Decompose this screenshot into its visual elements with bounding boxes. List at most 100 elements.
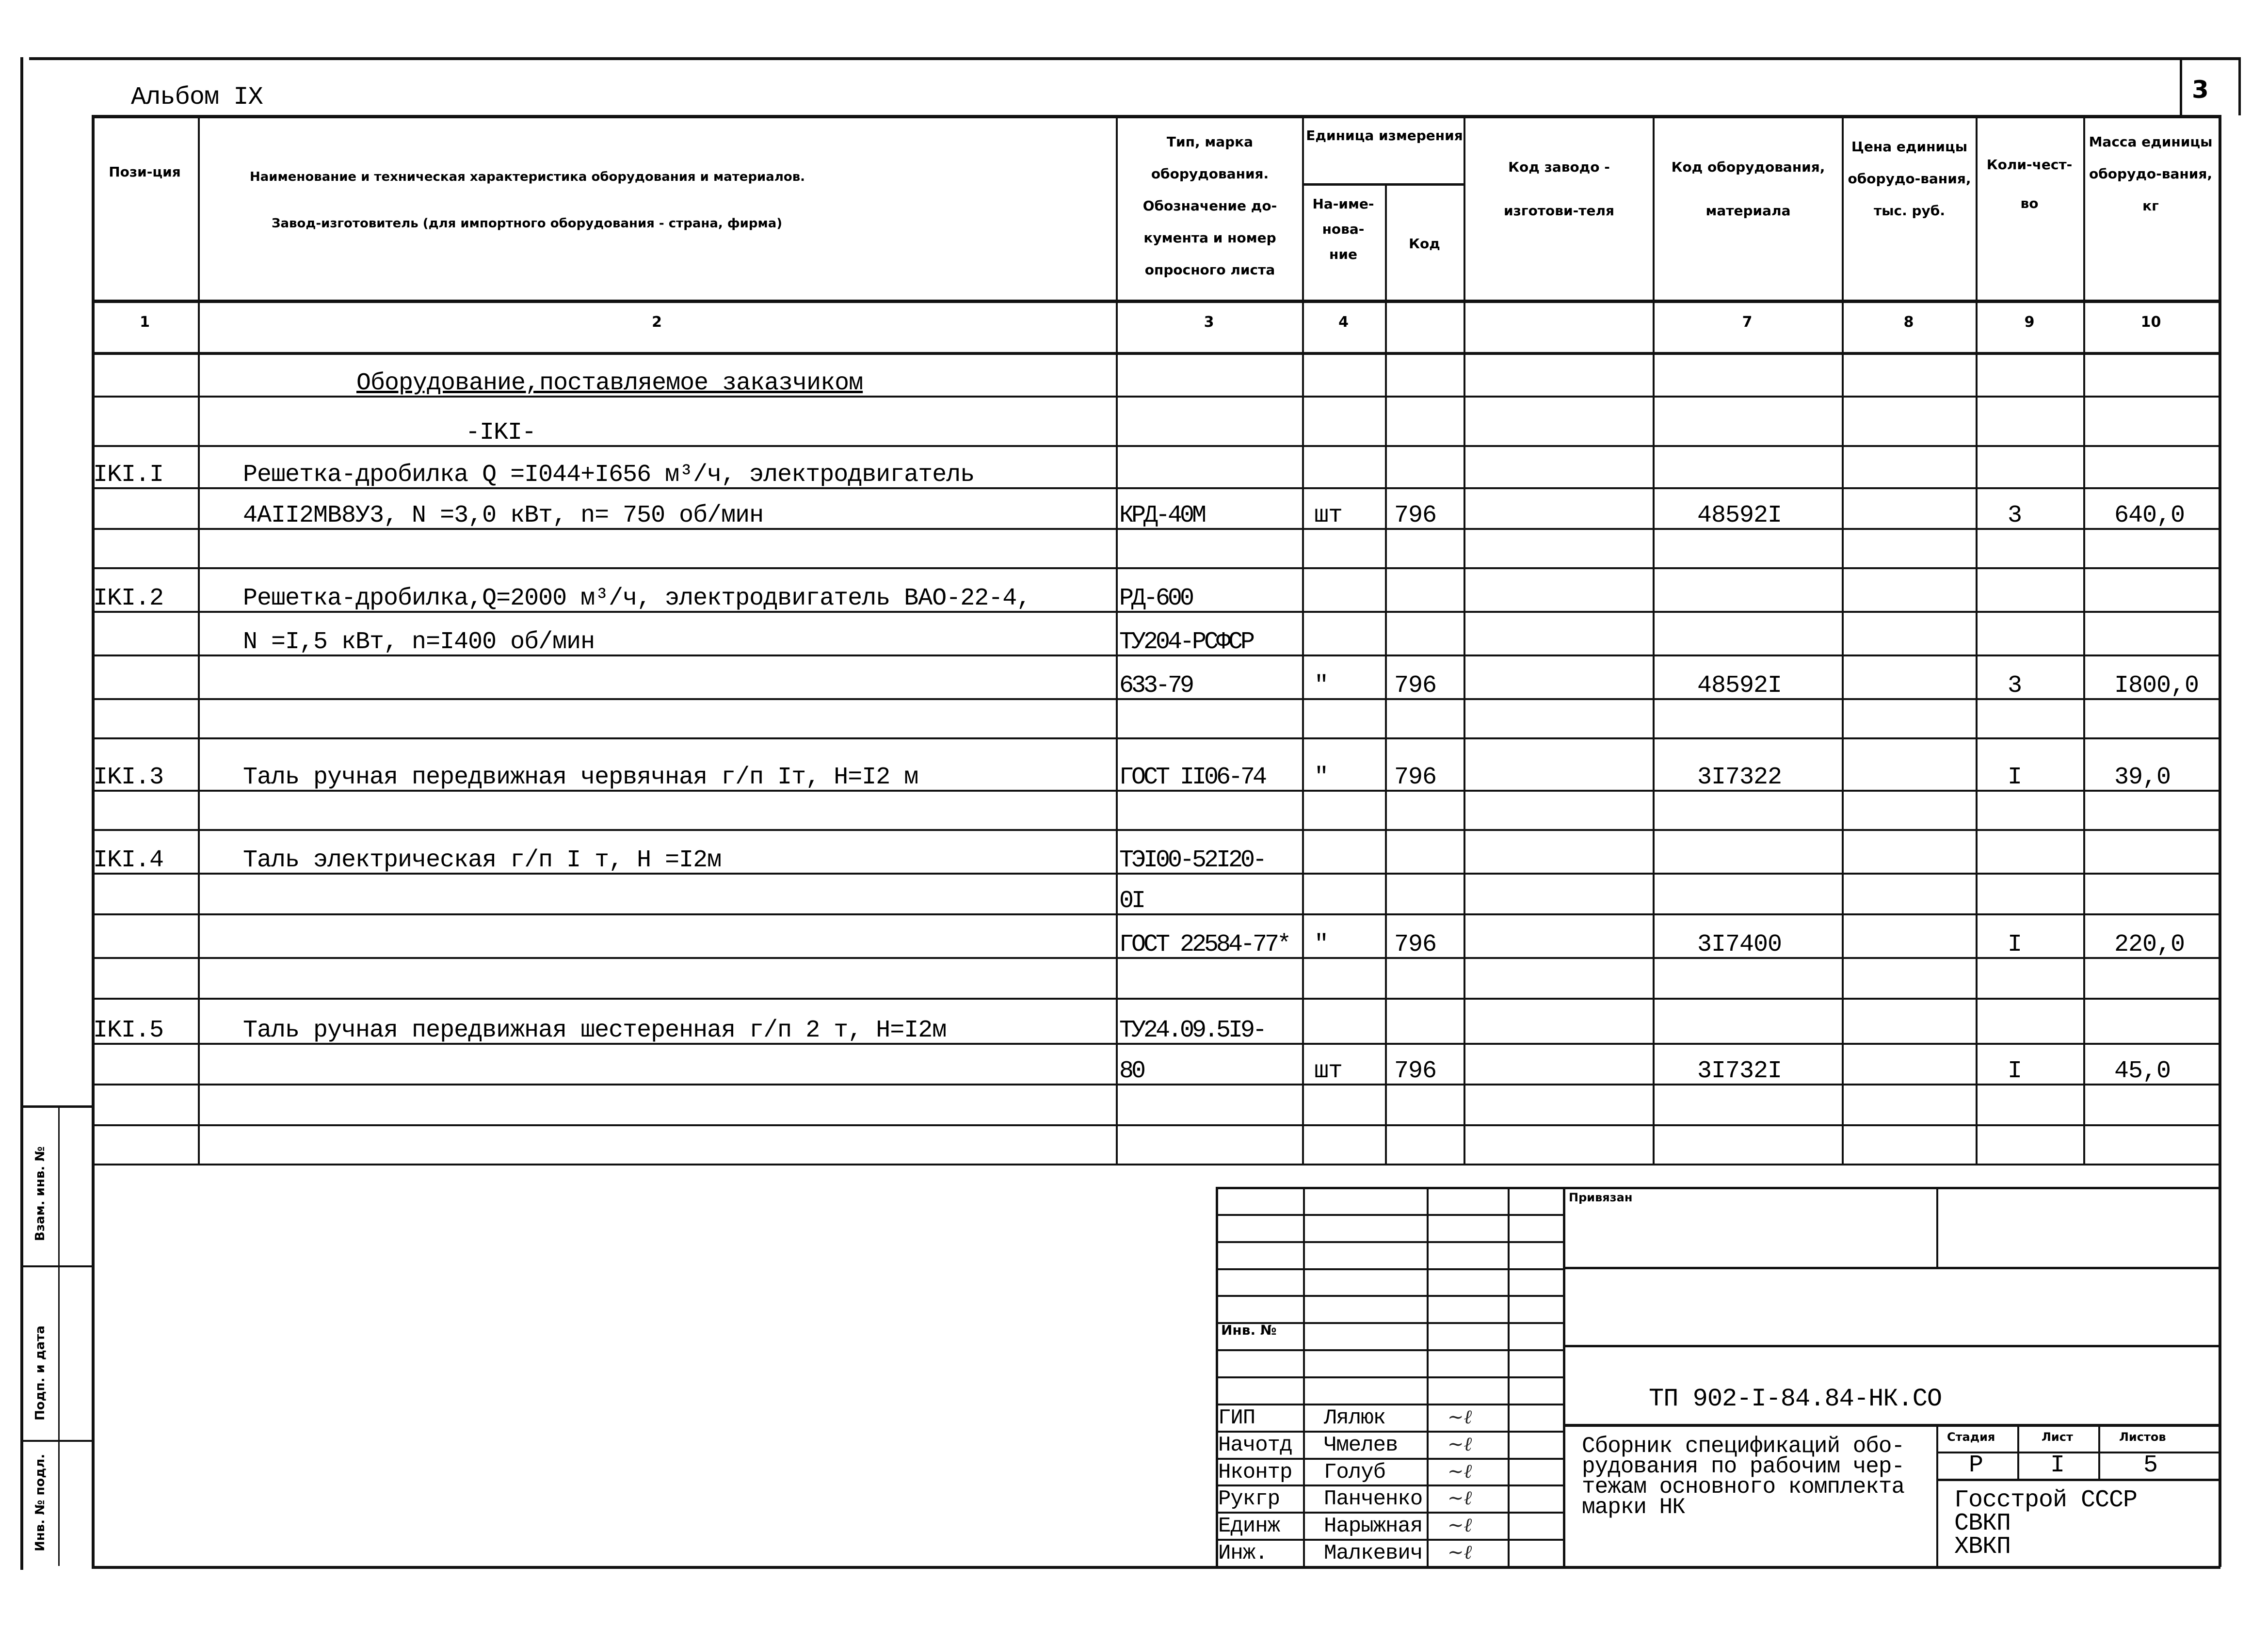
staff-name: Малкевич (1324, 1541, 1423, 1566)
row-line (92, 445, 2219, 447)
title-grid-row (1216, 1484, 1563, 1487)
position-cell: IKI.3 (93, 764, 164, 791)
unit-code-cell: 796 (1394, 764, 1437, 791)
name-cell: Решетка-дробилка Q =I044+I656 м³/ч, элек… (243, 461, 975, 489)
stage-value: Р (1969, 1452, 1983, 1479)
staff-role: Единж (1218, 1514, 1280, 1539)
privyazan-label: Привязан (1569, 1191, 1633, 1204)
position-cell: IKI.I (93, 461, 164, 489)
column-line (2219, 115, 2221, 1567)
page-number-box (2180, 57, 2182, 115)
document-code: ТП 902-I-84.84-НК.СО (1649, 1385, 1942, 1413)
unit-code-cell: 796 (1394, 672, 1437, 700)
title-grid-row (1216, 1512, 1563, 1514)
title-grid-row (1216, 1295, 1563, 1297)
type-cell: 0I (1119, 887, 1146, 915)
type-cell: 80 (1119, 1057, 1146, 1085)
title-block-divider (1563, 1187, 1565, 1566)
title-grid-row (1563, 1424, 2219, 1427)
column-line (1842, 115, 1844, 1164)
signature-mark: ~ℓ (1448, 1514, 1472, 1537)
type-cell: ТУ24.09.5I9- (1119, 1017, 1267, 1044)
quantity-cell: I (2008, 931, 2022, 958)
position-cell: IKI.2 (93, 585, 164, 612)
title-grid-col (2098, 1424, 2100, 1479)
title-grid-row (1936, 1479, 2219, 1481)
row-line (92, 1084, 2219, 1085)
side-stamp-line (23, 1440, 92, 1442)
name-cell: Таль электрическая г/п I т, Н =I2м (243, 846, 722, 874)
quantity-cell: 3 (2008, 502, 2022, 529)
page-number-box (2238, 57, 2241, 115)
title-grid-row (1216, 1376, 1563, 1378)
type-cell: ТЭI00-52I20- (1119, 846, 1267, 874)
side-stamp-line (23, 1265, 92, 1267)
frame-bottom (92, 1566, 2220, 1569)
material-code-cell: 3I7400 (1697, 931, 1782, 958)
unit-cell: шт (1314, 502, 1343, 529)
row-line (92, 998, 2219, 1000)
staff-name: Голуб (1324, 1460, 1386, 1484)
signature-mark: ~ℓ (1448, 1487, 1472, 1510)
row-line (92, 1124, 2219, 1126)
page-number: 3 (2192, 76, 2209, 104)
header-mass: Масса единицы оборудо-вания, кг (2089, 134, 2213, 214)
title-grid-row (1216, 1403, 1563, 1405)
header-price: Цена единицы оборудо-вания, тыс. руб. (1848, 139, 1971, 219)
unit-code-cell: 796 (1394, 931, 1437, 958)
row-line (92, 873, 2219, 875)
row-line (92, 1043, 2219, 1045)
unit-cell: " (1314, 764, 1329, 791)
staff-name: Панченко (1324, 1487, 1423, 1512)
column-line (92, 115, 95, 1567)
title-grid-col (1936, 1187, 1938, 1267)
inv-no-label: Инв. № (1221, 1322, 1277, 1338)
title-grid-col (1303, 1187, 1305, 1566)
title-grid-row (1216, 1457, 1563, 1460)
quantity-cell: 3 (2008, 672, 2022, 700)
column-line (1116, 115, 1118, 1164)
title-block-top (1216, 1187, 2219, 1189)
row-line (92, 487, 2219, 489)
title-grid-col (1508, 1187, 1510, 1566)
column-line (1302, 115, 1304, 1164)
name-cell: Решетка-дробилка,Q=2000 м³/ч, электродви… (243, 585, 1031, 612)
mass-cell: 39,0 (2114, 764, 2171, 791)
name-cell: -IKI- (466, 419, 536, 447)
row-line (92, 611, 2219, 613)
row-line (92, 654, 2219, 656)
signature-mark: ~ℓ (1448, 1460, 1472, 1483)
signature-mark: ~ℓ (1448, 1433, 1472, 1455)
row-line (92, 829, 2219, 831)
name-cell: 4AII2MB8У3, N =3,0 кВт, n= 750 об/мин (243, 502, 764, 529)
frame-left (20, 57, 23, 1570)
row-line (92, 913, 2219, 915)
column-number: 1 (140, 314, 150, 331)
side-stamp-line (58, 1105, 60, 1566)
row-line (92, 567, 2219, 569)
header-unit-name: На-име-нова-ние (1312, 196, 1374, 262)
unit-cell: " (1314, 931, 1329, 958)
column-number: 3 (1204, 314, 1214, 331)
title-grid-row (1216, 1349, 1563, 1352)
mass-cell: 45,0 (2114, 1057, 2171, 1085)
title-grid-row (1563, 1267, 2219, 1269)
album-label: Альбом IX (131, 83, 263, 112)
org-line2: СВКП (1954, 1510, 2011, 1537)
staff-name: Лялюк (1324, 1405, 1386, 1430)
header-unit-code: Код (1409, 236, 1440, 252)
column-line (1385, 183, 1387, 1164)
stage-label: Стадия (1947, 1430, 1995, 1444)
side-stamp-line (23, 1105, 92, 1108)
header-bottom (92, 300, 2219, 303)
name-cell: Таль ручная передвижная червячная г/п Iт… (243, 764, 918, 791)
title-grid-row (1936, 1452, 2219, 1453)
mass-cell: I800,0 (2114, 672, 2199, 700)
sheets-value: 5 (2143, 1452, 2158, 1479)
column-line (2083, 115, 2085, 1164)
table-top (92, 115, 2219, 118)
type-cell: ГОСТ II06-74 (1119, 764, 1267, 791)
document-description: Сборник спецификаций обо-рудования по ра… (1582, 1434, 1905, 1520)
sheets-label: Листов (2119, 1430, 2166, 1444)
